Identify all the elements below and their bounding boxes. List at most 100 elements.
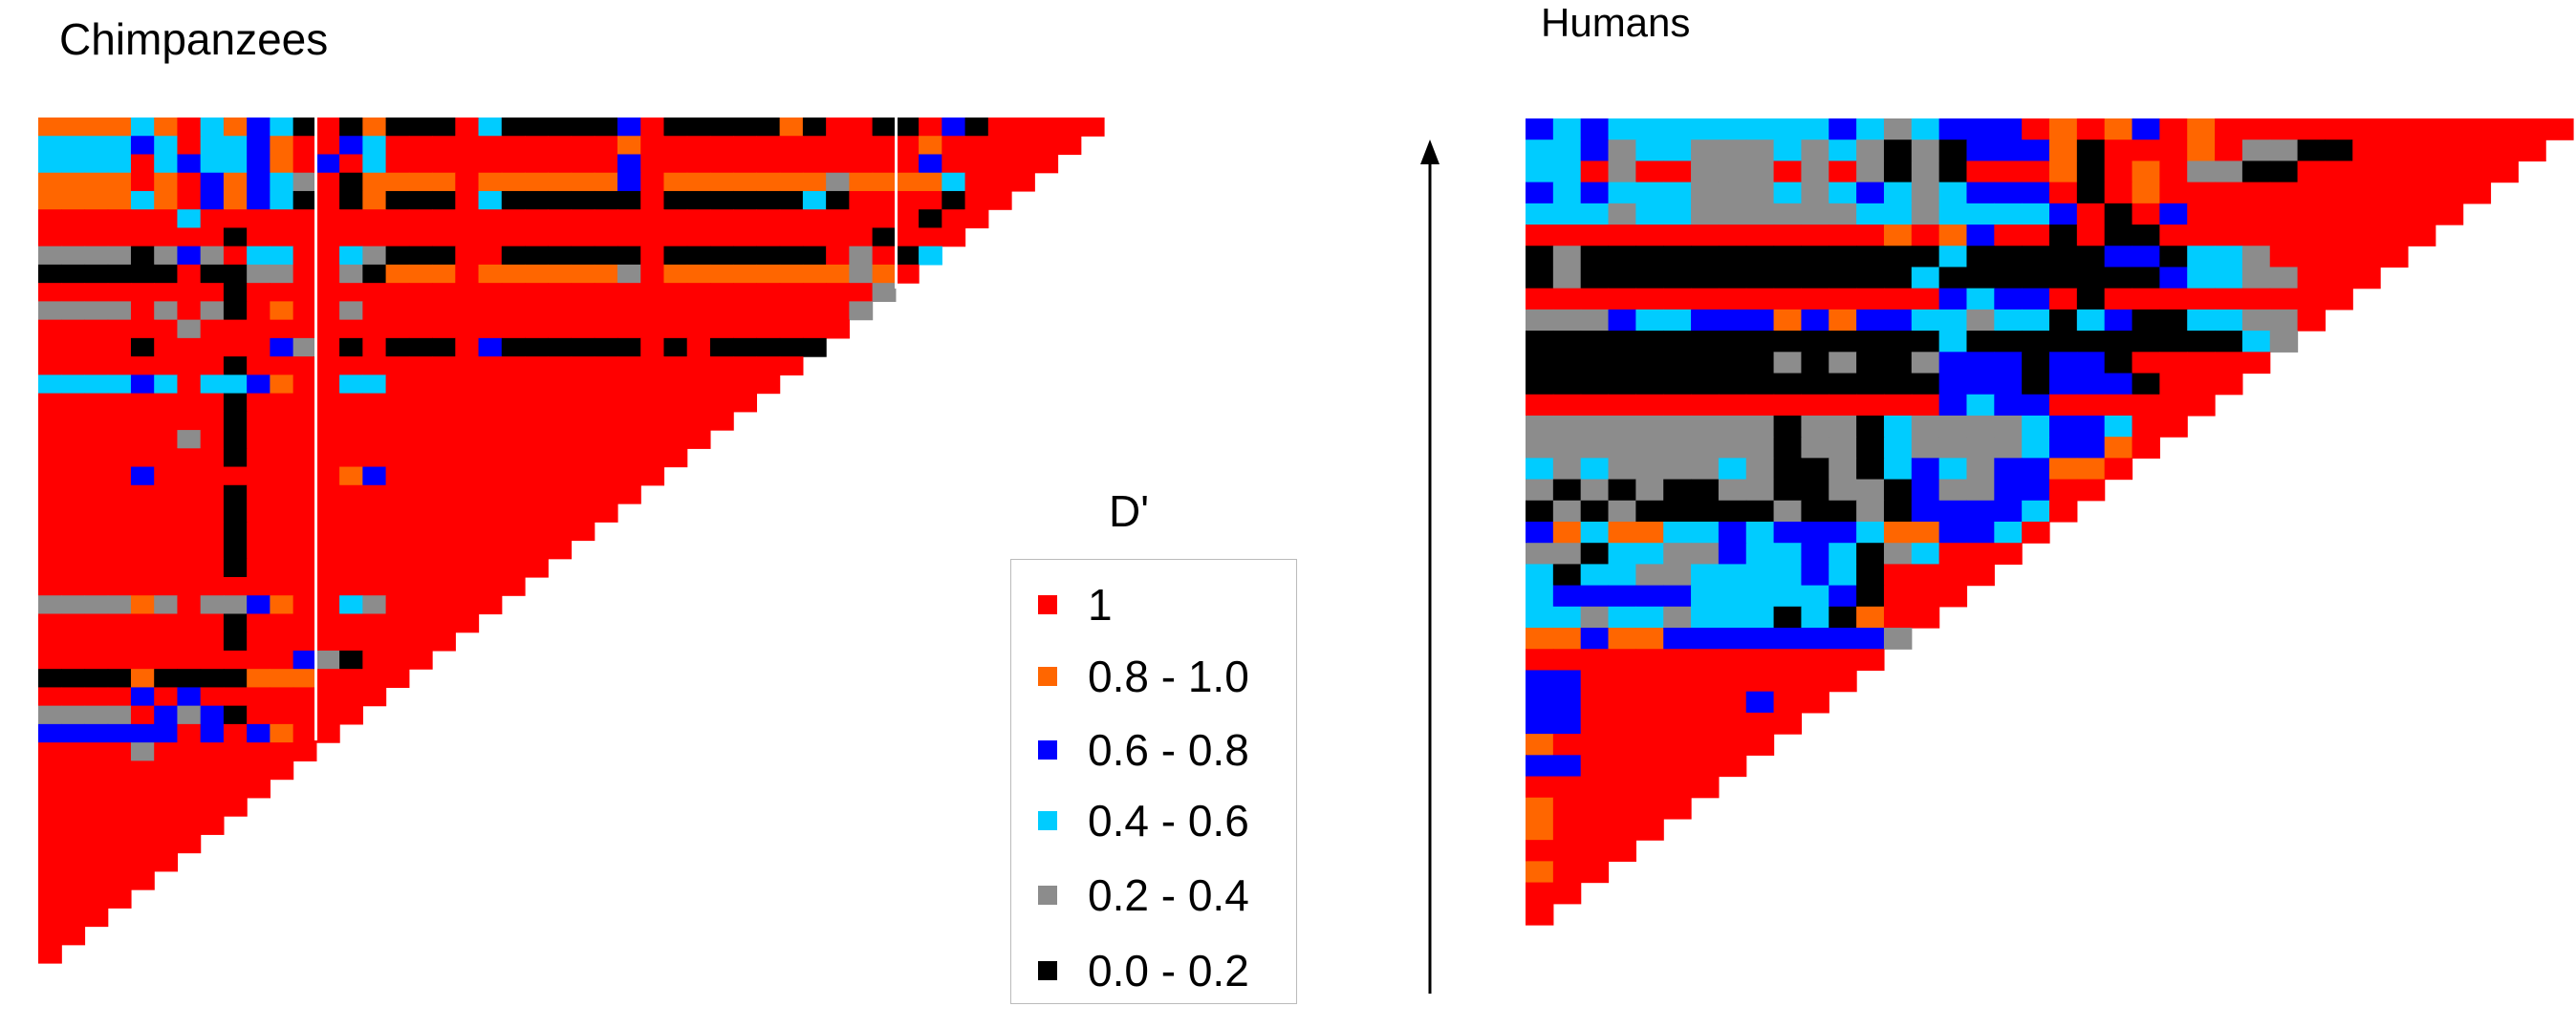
heatmap-cell	[107, 430, 132, 449]
heatmap-cell	[1580, 734, 1610, 756]
heatmap-cell	[1801, 670, 1829, 693]
heatmap-cell	[1635, 415, 1664, 438]
heatmap-cell	[247, 558, 271, 578]
heatmap-cell	[1608, 394, 1636, 417]
heatmap-cell	[2215, 203, 2243, 225]
heatmap-cell	[247, 301, 271, 321]
heatmap-cell	[200, 466, 225, 486]
heatmap-cell	[617, 172, 641, 192]
heatmap-cell	[84, 246, 109, 266]
heatmap-cell	[38, 118, 62, 137]
heatmap-cell	[385, 558, 410, 578]
heatmap-cell	[362, 687, 387, 707]
heatmap-cell	[733, 209, 758, 229]
heatmap-cell	[826, 154, 850, 174]
heatmap-cell	[339, 319, 363, 339]
heatmap-cell	[130, 393, 155, 413]
heatmap-cell	[1773, 246, 1803, 268]
heatmap-cell	[154, 375, 179, 395]
heatmap-cell	[1580, 246, 1610, 268]
heatmap-cell	[2022, 522, 2050, 544]
heatmap-cell	[1663, 712, 1692, 735]
heatmap-cell	[686, 301, 711, 321]
heatmap-cell	[1663, 606, 1692, 629]
heatmap-cell	[1718, 182, 1747, 204]
heatmap-cell	[733, 319, 758, 339]
heatmap-cell	[478, 136, 503, 156]
heatmap-cell	[1635, 691, 1664, 714]
heatmap-cell	[292, 742, 317, 761]
heatmap-cell	[686, 136, 711, 156]
heatmap-cell	[315, 705, 340, 725]
heatmap-cell	[1552, 670, 1582, 693]
heatmap-cell	[200, 595, 225, 615]
heatmap-cell	[38, 558, 62, 578]
heatmap-cell	[1608, 331, 1636, 353]
heatmap-cell	[223, 227, 248, 247]
heatmap-cell	[525, 154, 549, 174]
heatmap-cell	[177, 540, 202, 560]
heatmap-cell	[154, 118, 179, 137]
heatmap-cell	[1745, 691, 1775, 714]
heatmap-cell	[1938, 139, 1968, 162]
heatmap-cell	[223, 209, 248, 229]
heatmap-cell	[432, 154, 456, 174]
heatmap-cell	[84, 264, 109, 284]
heatmap-cell	[455, 613, 480, 633]
heatmap-cell	[130, 484, 155, 504]
heatmap-cell	[61, 779, 86, 799]
heatmap-cell	[315, 154, 340, 174]
heatmap-cell	[292, 227, 317, 247]
heatmap-cell	[200, 632, 225, 652]
heatmap-cell	[2104, 182, 2133, 204]
heatmap-cell	[292, 356, 317, 375]
heatmap-cell	[1745, 203, 1775, 225]
heatmap-cell	[2187, 161, 2216, 183]
heatmap-cell	[895, 154, 920, 174]
heatmap-cell	[177, 466, 202, 486]
heatmap-cell	[1966, 564, 1995, 587]
heatmap-cell	[501, 356, 526, 375]
heatmap-cell	[2187, 331, 2216, 353]
heatmap-cell	[1911, 203, 1940, 225]
heatmap-cell	[2022, 352, 2050, 375]
heatmap-cell	[779, 356, 804, 375]
heatmap-cell	[686, 337, 711, 357]
heatmap-cell	[2104, 415, 2133, 438]
heatmap-cell	[1635, 670, 1664, 693]
heatmap-cell	[709, 393, 734, 413]
heatmap-cell	[478, 283, 503, 302]
heatmap-cell	[1526, 437, 1554, 459]
heatmap-cell	[1883, 479, 1913, 502]
heatmap-cell	[315, 136, 340, 156]
heatmap-cell	[1691, 288, 1720, 311]
heatmap-cell	[177, 613, 202, 633]
heatmap-cell	[2435, 139, 2464, 162]
humans-heatmap	[1526, 118, 2574, 926]
heatmap-cell	[548, 466, 573, 486]
heatmap-cell	[942, 118, 966, 137]
heatmap-cell	[61, 411, 86, 431]
heatmap-cell	[571, 227, 595, 247]
heatmap-cell	[756, 227, 781, 247]
legend-swatch	[1038, 886, 1057, 905]
heatmap-cell	[315, 558, 340, 578]
heatmap-cell	[1608, 479, 1636, 502]
heatmap-cell	[1663, 225, 1692, 246]
heatmap-cell	[1691, 437, 1720, 459]
heatmap-cell	[1608, 500, 1636, 523]
heatmap-cell	[362, 190, 387, 210]
heatmap-cell	[2022, 331, 2050, 353]
heatmap-cell	[756, 356, 781, 375]
heatmap-cell	[756, 154, 781, 174]
heatmap-cell	[1718, 267, 1747, 289]
heatmap-cell	[571, 337, 595, 357]
heatmap-cell	[501, 484, 526, 504]
heatmap-cell	[525, 540, 549, 560]
heatmap-cell	[38, 172, 62, 192]
heatmap-cell	[385, 246, 410, 266]
heatmap-cell	[2215, 267, 2243, 289]
heatmap-cell	[247, 136, 271, 156]
heatmap-cell	[84, 448, 109, 468]
heatmap-cell	[802, 136, 827, 156]
